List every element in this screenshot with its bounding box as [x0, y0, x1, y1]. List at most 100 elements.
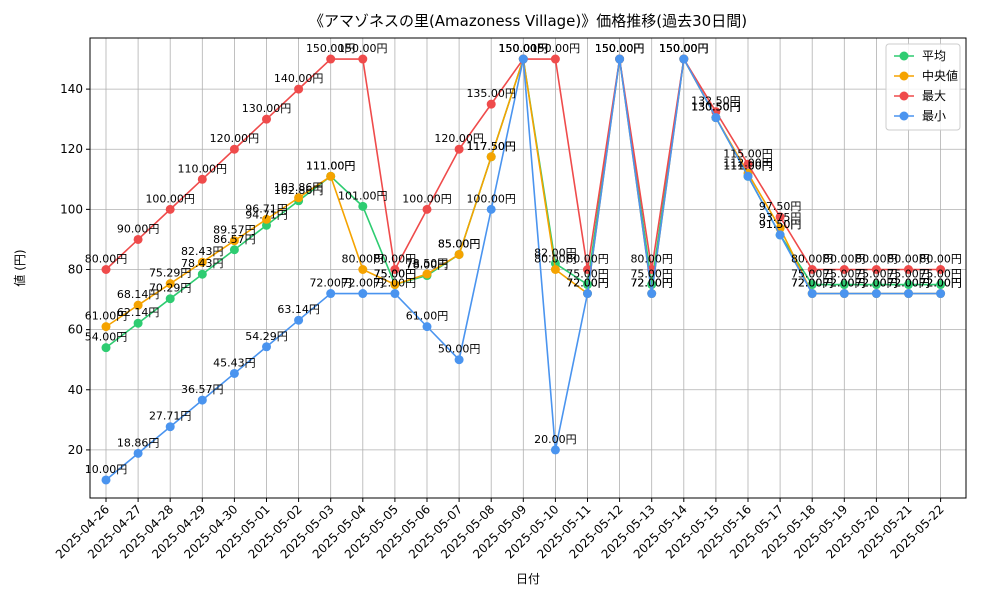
data-label: 115.00円	[723, 147, 773, 160]
data-point	[358, 54, 368, 64]
series-3	[101, 54, 946, 485]
data-label: 120.00円	[210, 132, 260, 145]
data-point	[583, 289, 592, 299]
data-label: 50.00円	[438, 343, 481, 356]
data-point	[390, 289, 400, 299]
data-label: 75.00円	[374, 268, 417, 281]
data-label: 86.57円	[213, 233, 256, 246]
data-label: 89.57円	[213, 224, 256, 237]
data-label: 85.00円	[438, 237, 481, 250]
data-label: 111.00円	[723, 159, 773, 172]
data-label: 75.00円	[887, 268, 930, 281]
data-label: 72.00円	[342, 277, 385, 290]
data-label: 80.00円	[534, 253, 577, 266]
data-label: 150.00円	[531, 42, 581, 55]
data-label: 72.00円	[823, 277, 866, 290]
data-label: 91.50円	[759, 218, 802, 231]
data-point	[294, 84, 304, 94]
data-point	[326, 171, 336, 181]
data-point	[101, 322, 111, 332]
data-point	[454, 249, 464, 259]
data-label: 18.86円	[117, 436, 160, 449]
data-point	[679, 54, 689, 64]
data-point	[294, 193, 304, 203]
data-label: 94.71円	[245, 208, 288, 221]
y-tick-label: 140	[60, 82, 83, 96]
data-label: 111.00円	[306, 159, 356, 172]
data-label: 20.00円	[534, 433, 577, 446]
data-point	[229, 368, 239, 378]
data-label: 91.50円	[759, 218, 802, 231]
data-point	[422, 204, 432, 214]
data-point	[839, 265, 849, 275]
data-point	[871, 265, 881, 275]
data-label: 80.00円	[823, 253, 866, 266]
data-label: 80.00円	[887, 253, 930, 266]
data-label: 111.00円	[306, 159, 356, 172]
legend-marker	[899, 111, 909, 121]
data-point	[711, 113, 721, 123]
data-point	[133, 234, 143, 244]
data-point	[839, 289, 849, 299]
data-label: 72.00円	[566, 277, 609, 290]
data-label: 82.00円	[534, 246, 577, 259]
data-point	[101, 343, 111, 353]
legend-marker	[899, 71, 909, 81]
data-label: 150.00円	[659, 42, 709, 55]
data-label: 135.00円	[466, 87, 516, 100]
data-label: 150.00円	[659, 42, 709, 55]
data-label: 10.00円	[85, 463, 128, 476]
data-label: 80.00円	[630, 253, 673, 266]
data-point	[165, 422, 175, 432]
data-point	[133, 300, 143, 310]
data-label: 45.43円	[213, 356, 256, 369]
data-point	[454, 355, 464, 365]
data-point	[775, 212, 785, 222]
data-point	[133, 448, 143, 458]
data-point	[165, 279, 175, 289]
data-point	[390, 280, 400, 290]
data-label: 80.00円	[566, 253, 609, 266]
data-point	[422, 322, 432, 332]
data-label: 130.50円	[691, 101, 741, 114]
data-point	[871, 289, 881, 299]
y-axis-ticks: 20 40 60 80 100 120 140	[60, 82, 90, 457]
data-label: 150.00円	[595, 42, 645, 55]
data-label: 110.00円	[178, 162, 228, 175]
data-point	[904, 265, 913, 275]
y-tick-label: 20	[68, 443, 83, 457]
data-label: 150.00円	[595, 42, 645, 55]
data-label: 61.00円	[85, 310, 128, 323]
y-tick-label: 80	[68, 263, 83, 277]
data-label: 150.00円	[595, 42, 645, 55]
data-label: 70.29円	[149, 282, 192, 295]
data-label: 150.00円	[595, 42, 645, 55]
data-point	[936, 280, 946, 290]
data-label: 80.00円	[342, 253, 385, 266]
data-point	[871, 280, 881, 290]
data-label: 140.00円	[274, 72, 324, 85]
y-tick-label: 60	[68, 323, 83, 337]
data-point	[262, 114, 271, 124]
data-label: 75.00円	[566, 268, 609, 281]
data-label: 63.14円	[277, 303, 320, 316]
data-label: 100.00円	[402, 192, 452, 205]
data-point	[807, 265, 817, 275]
data-label: 75.00円	[855, 268, 898, 281]
data-label: 72.00円	[919, 277, 962, 290]
data-label: 75.00円	[630, 268, 673, 281]
data-point	[839, 280, 849, 290]
data-point	[197, 269, 207, 279]
data-point	[904, 280, 913, 290]
data-point	[101, 475, 111, 485]
x-axis-label: 日付	[516, 572, 540, 586]
data-label: 120.00円	[434, 132, 484, 145]
data-label: 100.00円	[145, 192, 195, 205]
data-label: 72.00円	[630, 277, 673, 290]
data-label: 117.50円	[466, 140, 516, 153]
legend-label: 中央値	[922, 68, 958, 83]
data-label: 72.00円	[823, 277, 866, 290]
data-point	[550, 445, 560, 455]
data-label: 72.00円	[309, 277, 352, 290]
data-point	[936, 289, 946, 299]
